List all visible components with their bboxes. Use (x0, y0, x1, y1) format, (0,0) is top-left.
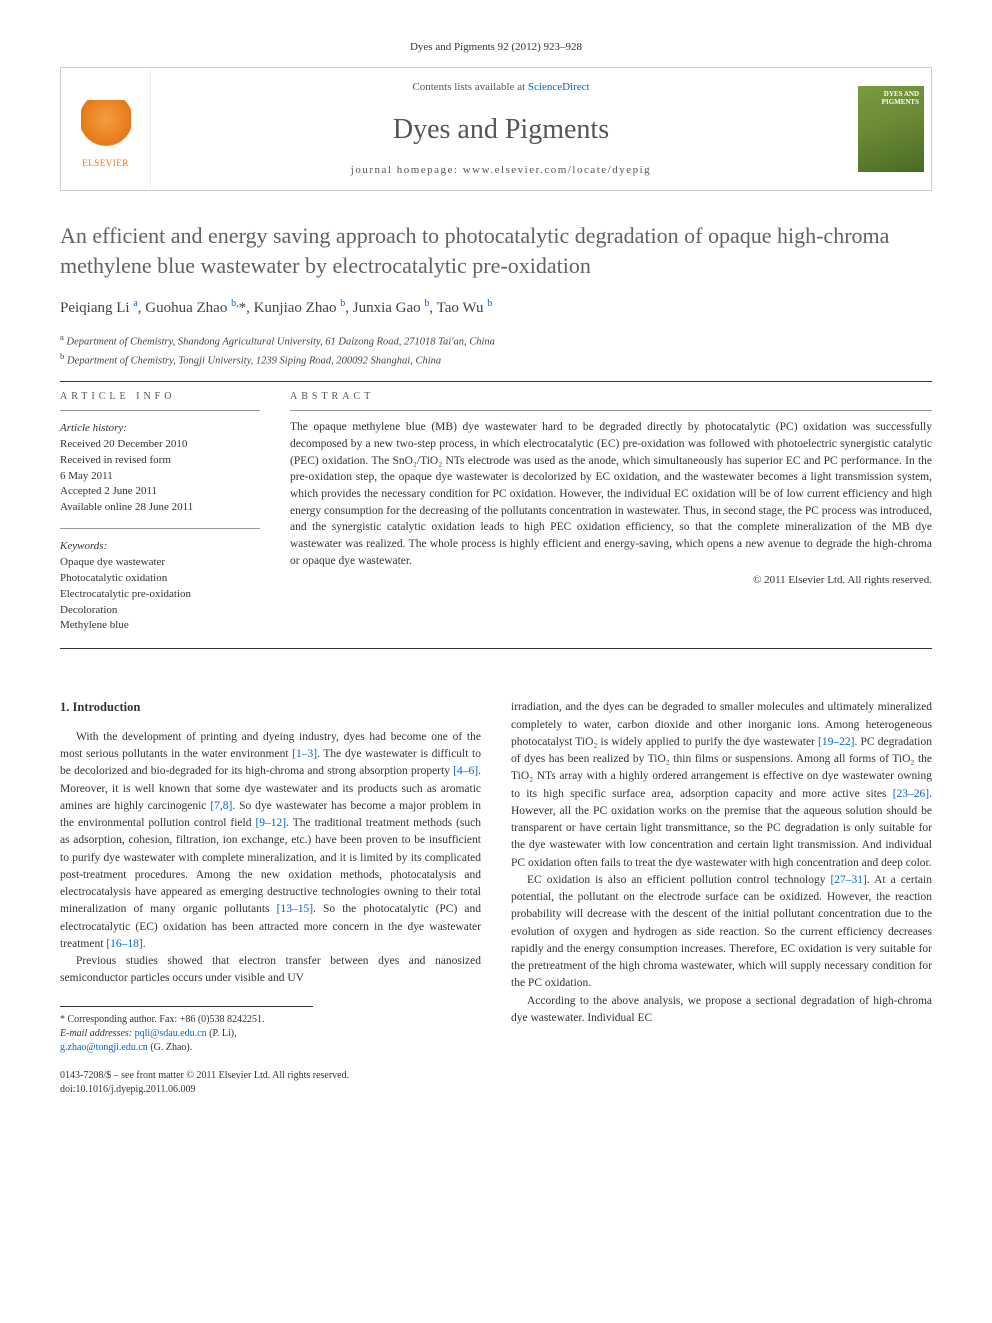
journal-homepage[interactable]: journal homepage: www.elsevier.com/locat… (161, 163, 841, 178)
front-matter-line: 0143-7208/$ – see front matter © 2011 El… (60, 1069, 481, 1083)
history-line: Accepted 2 June 2011 (60, 484, 260, 500)
body-paragraph: EC oxidation is also an efficient pollut… (511, 872, 932, 993)
abstract-column: ABSTRACT The opaque methylene blue (MB) … (290, 390, 932, 634)
contents-prefix: Contents lists available at (412, 81, 527, 93)
abstract-text: The opaque methylene blue (MB) dye waste… (290, 419, 932, 569)
doi-block: 0143-7208/$ – see front matter © 2011 El… (60, 1069, 481, 1097)
elsevier-tree-icon (81, 100, 131, 155)
history-line: Received in revised form (60, 453, 260, 469)
keyword-line: Opaque dye wastewater (60, 555, 260, 571)
publisher-name: ELSEVIER (82, 157, 129, 170)
info-divider (60, 528, 260, 529)
keywords-block: Keywords: Opaque dye wastewaterPhotocata… (60, 539, 260, 634)
keyword-line: Methylene blue (60, 618, 260, 634)
body-paragraph: According to the above analysis, we prop… (511, 993, 932, 1028)
email-link-1[interactable]: pqli@sdau.edu.cn (135, 1028, 207, 1039)
body-paragraph: Previous studies showed that electron tr… (60, 953, 481, 988)
cover-title: DYES AND PIGMENTS (863, 91, 919, 106)
contents-available-line: Contents lists available at ScienceDirec… (161, 80, 841, 95)
email-owner-2: (G. Zhao). (150, 1042, 192, 1053)
affiliation-line: b Department of Chemistry, Tongji Univer… (60, 350, 932, 369)
affiliation-line: a Department of Chemistry, Shandong Agri… (60, 331, 932, 350)
cover-cell: DYES AND PIGMENTS (851, 68, 931, 190)
article-info-head: ARTICLE INFO (60, 390, 260, 404)
journal-cover-thumb[interactable]: DYES AND PIGMENTS (858, 86, 924, 172)
journal-name: Dyes and Pigments (161, 110, 841, 149)
body-paragraph: With the development of printing and dye… (60, 729, 481, 953)
divider-rule (60, 381, 932, 382)
article-info-column: ARTICLE INFO Article history: Received 2… (60, 390, 260, 634)
history-line: Available online 28 June 2011 (60, 500, 260, 516)
doi-line: doi:10.1016/j.dyepig.2011.06.009 (60, 1083, 481, 1097)
body-columns: 1. Introduction With the development of … (60, 699, 932, 1096)
email-line: E-mail addresses: pqli@sdau.edu.cn (P. L… (60, 1027, 313, 1055)
history-line: 6 May 2011 (60, 469, 260, 485)
keyword-line: Decoloration (60, 603, 260, 619)
email-link-2[interactable]: g.zhao@tongji.edu.cn (60, 1042, 148, 1053)
history-line: Received 20 December 2010 (60, 437, 260, 453)
info-abstract-row: ARTICLE INFO Article history: Received 2… (60, 390, 932, 634)
abstract-head: ABSTRACT (290, 390, 932, 404)
publisher-logo-cell: ELSEVIER (61, 68, 151, 190)
email-owner-1: (P. Li), (209, 1028, 237, 1039)
affiliations: a Department of Chemistry, Shandong Agri… (60, 331, 932, 370)
introduction-heading: 1. Introduction (60, 699, 481, 717)
keyword-line: Photocatalytic oxidation (60, 571, 260, 587)
header-center: Contents lists available at ScienceDirec… (151, 68, 851, 190)
journal-header: ELSEVIER Contents lists available at Sci… (60, 67, 932, 191)
body-paragraph: irradiation, and the dyes can be degrade… (511, 699, 932, 872)
abstract-divider (290, 410, 932, 411)
article-title: An efficient and energy saving approach … (60, 221, 932, 280)
history-label: Article history: (60, 421, 260, 436)
corr-author-line: * Corresponding author. Fax: +86 (0)538 … (60, 1013, 313, 1027)
body-column-right: irradiation, and the dyes can be degrade… (511, 699, 932, 1096)
abstract-copyright: © 2011 Elsevier Ltd. All rights reserved… (290, 573, 932, 588)
divider-rule (60, 648, 932, 649)
keyword-line: Electrocatalytic pre-oxidation (60, 587, 260, 603)
body-column-left: 1. Introduction With the development of … (60, 699, 481, 1096)
sciencedirect-link[interactable]: ScienceDirect (528, 81, 590, 93)
info-divider (60, 410, 260, 411)
corresponding-author-footnote: * Corresponding author. Fax: +86 (0)538 … (60, 1006, 313, 1055)
keywords-label: Keywords: (60, 539, 260, 554)
history-block: Article history: Received 20 December 20… (60, 421, 260, 516)
author-list: Peiqiang Li a, Guohua Zhao b,*, Kunjiao … (60, 297, 932, 319)
emails-label: E-mail addresses: (60, 1028, 132, 1039)
elsevier-logo[interactable]: ELSEVIER (71, 89, 141, 169)
citation-line: Dyes and Pigments 92 (2012) 923–928 (60, 40, 932, 55)
